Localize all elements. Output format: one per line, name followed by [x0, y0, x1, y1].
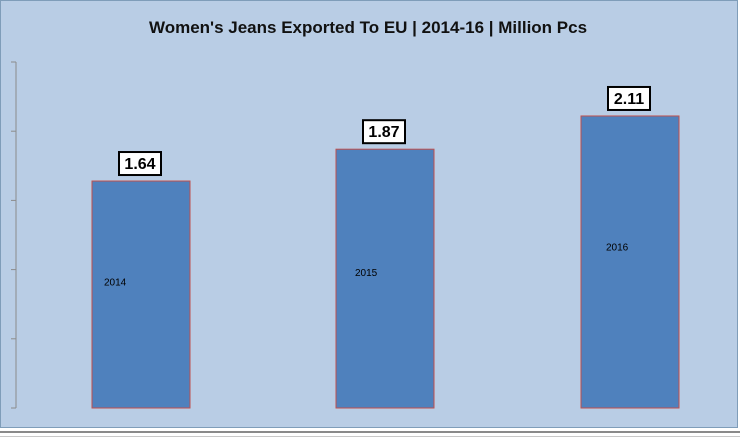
data-label-box-2016	[607, 85, 651, 111]
bar-2016	[580, 115, 680, 409]
bar-chart: 2014 1.64 2015 1.87 2016 2.11	[11, 61, 680, 409]
category-label-2015: 2015	[355, 268, 378, 279]
data-label-box-2014	[118, 151, 162, 177]
data-label-2015: 1.87	[368, 124, 399, 141]
chart-title: Women's Jeans Exported To EU | 2014-16 |…	[148, 18, 588, 37]
data-label-2016: 2.11	[614, 91, 644, 108]
category-label-2014: 2014	[104, 277, 127, 288]
data-label-2014: 1.64	[124, 156, 155, 173]
bar-2014	[91, 180, 191, 409]
y-axis	[11, 61, 17, 409]
category-label-2016: 2016	[606, 242, 629, 253]
data-label-box-2015	[362, 119, 406, 145]
bar-series: 2014 1.64 2015 1.87 2016 2.11	[91, 85, 680, 409]
bar-2015	[335, 148, 435, 409]
window-bottom-border	[0, 428, 740, 440]
